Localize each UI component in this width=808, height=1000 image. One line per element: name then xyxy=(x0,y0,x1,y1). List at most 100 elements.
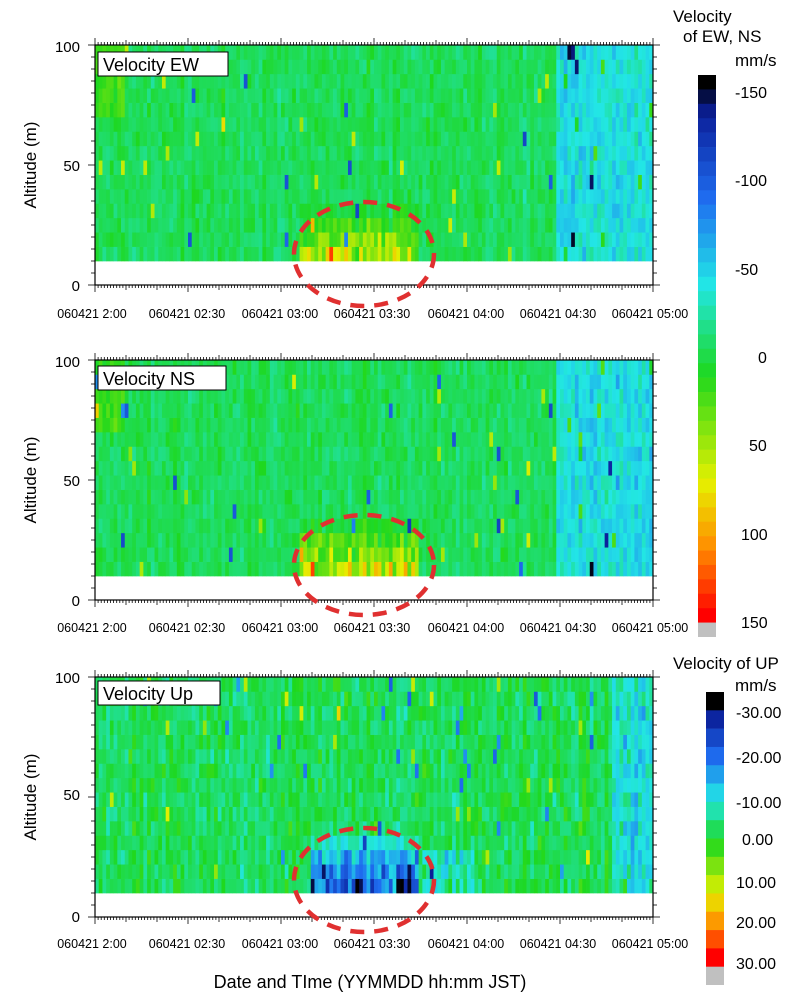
heatmap-cell xyxy=(589,232,594,247)
heatmap-cell xyxy=(206,88,211,103)
heatmap-cell xyxy=(240,547,245,562)
heatmap-cell xyxy=(493,417,498,433)
heatmap-cell xyxy=(478,145,483,161)
heatmap-cell xyxy=(359,504,364,519)
heatmap-cell xyxy=(299,547,304,562)
heatmap-cell xyxy=(288,504,293,519)
heatmap-cell xyxy=(150,504,155,519)
heatmap-cell xyxy=(444,160,449,175)
heatmap-cell xyxy=(556,88,561,103)
heatmap-cell xyxy=(217,145,222,161)
heatmap-cell xyxy=(638,217,643,233)
heatmap-cell xyxy=(645,246,650,262)
heatmap-cell xyxy=(370,174,375,190)
heatmap-cell xyxy=(470,374,475,390)
heatmap-cell xyxy=(299,475,304,490)
heatmap-cell xyxy=(422,203,427,219)
heatmap-cell xyxy=(321,59,326,75)
heatmap-cell xyxy=(600,403,605,418)
heatmap-cell xyxy=(560,117,565,132)
heatmap-cell xyxy=(176,403,181,418)
heatmap-cell xyxy=(556,561,561,577)
heatmap-cell xyxy=(634,131,639,147)
heatmap-cell xyxy=(630,374,635,390)
heatmap-cell xyxy=(161,532,167,548)
heatmap-cell xyxy=(396,403,401,418)
heatmap-cell xyxy=(414,388,419,404)
heatmap-cell xyxy=(180,561,185,577)
heatmap-cell xyxy=(180,532,185,548)
heatmap-cell xyxy=(273,475,278,490)
heatmap-cell xyxy=(210,217,215,233)
heatmap-cell xyxy=(429,203,434,219)
heatmap-cell xyxy=(623,475,628,490)
heatmap-cell xyxy=(158,160,163,175)
heatmap-cell xyxy=(444,174,449,190)
heatmap-cell xyxy=(537,88,542,103)
heatmap-cell xyxy=(269,45,274,60)
heatmap-cell xyxy=(433,504,438,519)
heatmap-cell xyxy=(630,102,635,118)
heatmap-cell xyxy=(195,403,200,418)
heatmap-cell xyxy=(232,547,237,562)
heatmap-cell xyxy=(359,174,364,190)
heatmap-cell xyxy=(124,388,129,404)
heatmap-cell xyxy=(333,246,338,262)
heatmap-cell xyxy=(199,547,204,562)
heatmap-cell xyxy=(630,160,635,175)
heatmap-cell xyxy=(347,45,353,60)
heatmap-cell xyxy=(113,145,118,161)
heatmap-cell xyxy=(615,232,620,247)
heatmap-cell xyxy=(314,403,319,418)
heatmap-cell xyxy=(150,417,155,433)
heatmap-cell xyxy=(109,475,114,490)
heatmap-cell xyxy=(630,59,635,75)
heatmap-cell xyxy=(407,45,412,60)
heatmap-cell xyxy=(210,131,215,147)
heatmap-cell xyxy=(340,45,345,60)
heatmap-cell xyxy=(500,102,505,118)
heatmap-cell xyxy=(437,403,442,418)
heatmap-cell xyxy=(307,59,312,75)
heatmap-cell xyxy=(560,547,565,562)
heatmap-cell xyxy=(552,360,557,375)
heatmap-cell xyxy=(102,131,107,147)
heatmap-cell xyxy=(281,145,286,161)
heatmap-cell xyxy=(266,403,271,418)
heatmap-cell xyxy=(325,102,330,118)
heatmap-cell xyxy=(455,388,460,404)
heatmap-cell xyxy=(232,532,237,548)
heatmap-cell xyxy=(262,160,267,175)
heatmap-cell xyxy=(608,561,613,577)
heatmap-cell xyxy=(273,131,278,147)
heatmap-cell xyxy=(225,532,230,548)
heatmap-cell xyxy=(400,59,405,75)
heatmap-cell xyxy=(403,117,408,132)
heatmap-cell xyxy=(593,88,598,103)
heatmap-cell xyxy=(444,532,449,548)
heatmap-cell xyxy=(269,417,274,433)
heatmap-cell xyxy=(266,45,271,60)
heatmap-cell xyxy=(195,174,200,190)
heatmap-cell xyxy=(612,102,617,118)
heatmap-cell xyxy=(232,189,237,204)
heatmap-cell xyxy=(563,388,568,404)
heatmap-cell xyxy=(582,131,587,147)
heatmap-cell xyxy=(169,73,174,89)
heatmap-cell xyxy=(407,246,412,262)
heatmap-cell xyxy=(522,45,527,60)
heatmap-cell xyxy=(277,489,282,505)
heatmap-cell xyxy=(626,174,632,190)
heatmap-cell xyxy=(128,460,133,476)
heatmap-cell xyxy=(124,246,129,262)
heatmap-cell xyxy=(582,475,587,490)
heatmap-cell xyxy=(150,232,155,247)
heatmap-cell xyxy=(556,489,561,505)
heatmap-cell xyxy=(314,131,319,147)
heatmap-cell xyxy=(556,547,561,562)
heatmap-cell xyxy=(102,102,107,118)
heatmap-cell xyxy=(206,145,211,161)
heatmap-cell xyxy=(232,145,237,161)
heatmap-cell xyxy=(161,504,167,519)
heatmap-cell xyxy=(277,59,282,75)
